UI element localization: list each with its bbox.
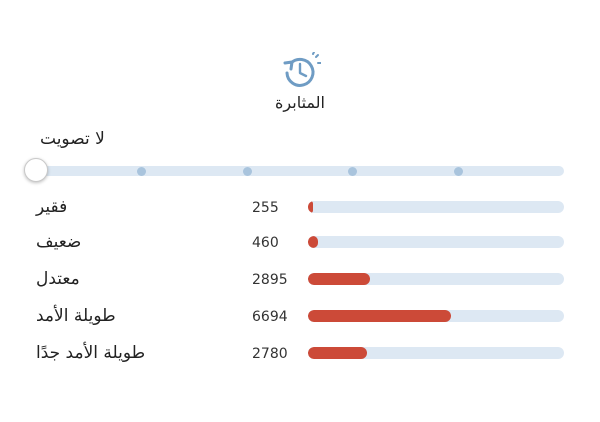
vote-status-label: لا تصويت [40,129,105,149]
rating-row-weak: ضعيف 460 [0,227,600,257]
rating-row-long-lasting: طويلة الأمد 6694 [0,301,600,331]
rating-label: معتدل [36,269,80,289]
rating-count: 460 [252,235,279,251]
clock-with-circular-arrow-icon [283,52,321,87]
rating-count: 2780 [252,346,288,362]
rating-bar-track [308,201,564,213]
slider-step-dot[interactable] [243,167,252,176]
rating-label: ضعيف [36,232,82,252]
rating-bar-fill [308,273,370,285]
rating-row-moderate: معتدل 2895 [0,264,600,294]
rating-label: طويلة الأمد [36,306,116,326]
slider-step-dot[interactable] [137,167,146,176]
rating-row-poor: فقير 255 [0,192,600,222]
rating-count: 2895 [252,272,288,288]
rating-label: طويلة الأمد جدًا [36,343,146,363]
rating-row-very-long-lasting: طويلة الأمد جدًا 2780 [0,338,600,368]
rating-bar-track [308,310,564,322]
rating-bar-fill [308,236,318,248]
rating-bar-fill [308,201,313,213]
rating-bar-track [308,236,564,248]
slider-step-dot[interactable] [348,167,357,176]
vote-slider-track[interactable] [36,166,564,176]
rating-bar-fill [308,347,367,359]
rating-bar-track [308,273,564,285]
slider-step-dot[interactable] [454,167,463,176]
rating-label: فقير [36,197,68,217]
vote-slider-thumb[interactable] [24,158,48,182]
rating-bar-fill [308,310,451,322]
rating-count: 255 [252,200,279,216]
rating-bar-track [308,347,564,359]
rating-count: 6694 [252,309,288,325]
section-title: المثابرة [275,93,325,112]
